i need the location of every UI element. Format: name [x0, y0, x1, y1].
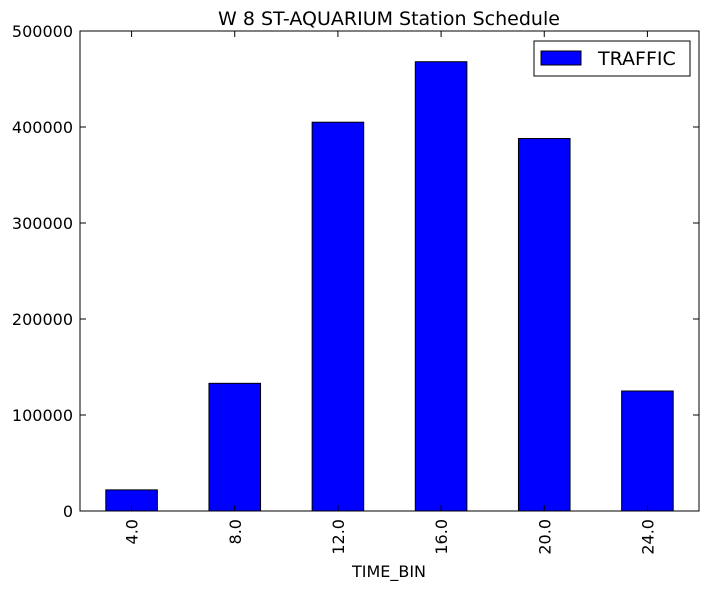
x-axis-label: TIME_BIN — [351, 562, 426, 582]
bar-16.0 — [414, 61, 468, 512]
x-tick-label: 16.0 — [432, 519, 451, 555]
chart-title: W 8 ST-AQUARIUM Station Schedule — [218, 8, 560, 30]
x-tick-label: 8.0 — [226, 519, 245, 544]
bar-20.0 — [517, 138, 571, 512]
y-tick-label: 0 — [63, 502, 73, 521]
y-tick-label: 200000 — [12, 310, 73, 329]
plot-frame — [79, 30, 700, 512]
y-tick-label: 400000 — [12, 118, 73, 137]
bar-12.0 — [311, 121, 365, 512]
legend-label-traffic: TRAFFIC — [597, 48, 676, 70]
y-axis: 0 100000 200000 300000 400000 500000 — [12, 22, 699, 521]
bars-group — [105, 61, 674, 512]
legend: TRAFFIC — [533, 40, 691, 77]
x-axis: 4.0 8.0 12.0 16.0 20.0 24.0 — [123, 31, 657, 555]
x-tick-label: 20.0 — [535, 519, 554, 555]
y-tick-label: 300000 — [12, 214, 73, 233]
y-tick-label: 100000 — [12, 406, 73, 425]
x-tick-label: 4.0 — [123, 519, 142, 544]
x-tick-label: 24.0 — [638, 519, 657, 555]
y-tick-label: 500000 — [12, 22, 73, 41]
x-tick-label: 12.0 — [329, 519, 348, 555]
bar-8.0 — [208, 382, 262, 512]
bar-24.0 — [621, 390, 674, 512]
legend-swatch-traffic — [540, 50, 582, 66]
